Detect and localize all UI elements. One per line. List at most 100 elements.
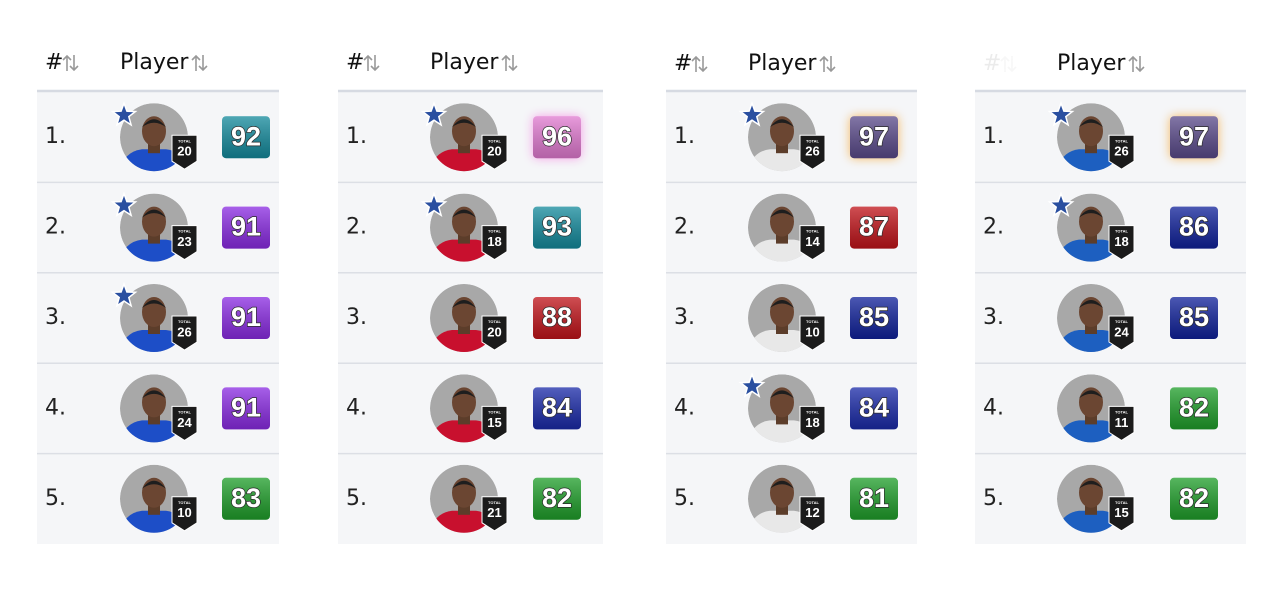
badge-total: 15 <box>487 415 501 430</box>
total-badge <box>481 405 508 441</box>
total-badge <box>1108 496 1135 532</box>
sort-icon <box>819 55 836 73</box>
rating: 97 <box>1179 121 1209 151</box>
rating-sheen <box>533 477 581 520</box>
hair <box>1079 300 1103 308</box>
total-badge <box>1108 134 1135 170</box>
hair <box>142 209 166 218</box>
rating: 85 <box>1179 302 1209 332</box>
badge-label: TOTAL <box>178 500 192 505</box>
rating: 97 <box>859 121 889 151</box>
sort-icon <box>691 55 708 73</box>
player-avatar <box>120 464 188 533</box>
rank-header: # <box>983 51 1001 76</box>
all-star-icon <box>420 191 448 218</box>
badge-total: 23 <box>177 234 191 249</box>
sort-icon <box>191 54 208 72</box>
hair <box>142 300 166 308</box>
rating: 93 <box>542 212 572 242</box>
player-header: Player <box>748 51 817 76</box>
rank: 4. <box>45 395 66 420</box>
player-header: Player <box>120 50 189 75</box>
rating: 88 <box>542 302 572 332</box>
rating-sheen <box>222 116 270 159</box>
all-star-icon <box>110 191 138 218</box>
rating-sheen <box>222 297 270 339</box>
sort-icon <box>1000 55 1017 73</box>
rank: 5. <box>346 486 367 511</box>
player-avatar <box>1057 464 1125 533</box>
rating-sheen <box>222 206 270 249</box>
hair <box>770 119 794 128</box>
rank-header: # <box>346 50 364 75</box>
rank: 4. <box>674 395 695 420</box>
rating: 81 <box>859 483 889 513</box>
rating-sheen <box>1170 297 1218 339</box>
hair <box>142 390 166 399</box>
rank-sort <box>1000 55 1017 73</box>
badge-total: 11 <box>1115 415 1129 430</box>
rating: 91 <box>231 212 261 242</box>
all-star-icon <box>420 100 448 127</box>
rank: 2. <box>983 215 1004 240</box>
rank: 2. <box>45 215 66 240</box>
rank: 1. <box>674 124 695 149</box>
rank-sort <box>691 55 708 73</box>
badge-label: TOTAL <box>1115 319 1129 324</box>
rating-sheen <box>850 116 898 159</box>
rank: 3. <box>45 305 66 330</box>
player-avatar <box>748 374 816 443</box>
total-badge <box>481 225 508 261</box>
hair <box>1079 480 1103 489</box>
rating: 87 <box>859 212 889 242</box>
hair <box>452 119 476 128</box>
hair <box>770 480 794 489</box>
all-star-icon <box>738 100 766 127</box>
badge-total: 18 <box>1114 234 1128 249</box>
badge-label: TOTAL <box>178 409 192 414</box>
sort-icon <box>1128 55 1145 73</box>
sort-icon <box>62 54 79 72</box>
badge-total: 10 <box>805 324 819 339</box>
badge-label: TOTAL <box>1115 229 1129 234</box>
total-badge <box>1108 315 1135 351</box>
badge-label: TOTAL <box>178 319 192 324</box>
hair <box>452 390 476 399</box>
badge-label: TOTAL <box>806 500 820 505</box>
hair <box>452 300 476 308</box>
badge-label: TOTAL <box>1115 500 1129 505</box>
rating-sheen <box>533 387 581 430</box>
badge-total: 26 <box>1114 144 1128 159</box>
rank: 1. <box>45 124 66 149</box>
rank: 5. <box>45 486 66 511</box>
hair <box>770 209 794 218</box>
rank: 4. <box>346 395 367 420</box>
rank-sort <box>363 54 380 72</box>
player-header: Player <box>1057 51 1126 76</box>
rating: 96 <box>542 121 572 151</box>
rank-header: # <box>45 50 63 75</box>
rating: 85 <box>859 302 889 332</box>
rating: 92 <box>231 121 261 151</box>
badge-total: 20 <box>487 324 501 339</box>
all-star-icon <box>1047 191 1075 218</box>
rank-header: # <box>674 51 692 76</box>
badge-label: TOTAL <box>178 138 192 143</box>
rating-sheen <box>1170 206 1218 249</box>
total-badge <box>799 496 826 532</box>
badge-label: TOTAL <box>178 229 192 234</box>
badge-label: TOTAL <box>806 409 820 414</box>
rating: 84 <box>859 393 889 423</box>
rating-sheen <box>1170 116 1218 159</box>
total-badge <box>1108 405 1135 441</box>
rating: 82 <box>542 483 572 513</box>
total-badge <box>171 315 198 351</box>
badge-label: TOTAL <box>488 319 502 324</box>
badge-total: 20 <box>177 144 191 159</box>
rank: 4. <box>983 395 1004 420</box>
badge-total: 21 <box>487 505 501 520</box>
